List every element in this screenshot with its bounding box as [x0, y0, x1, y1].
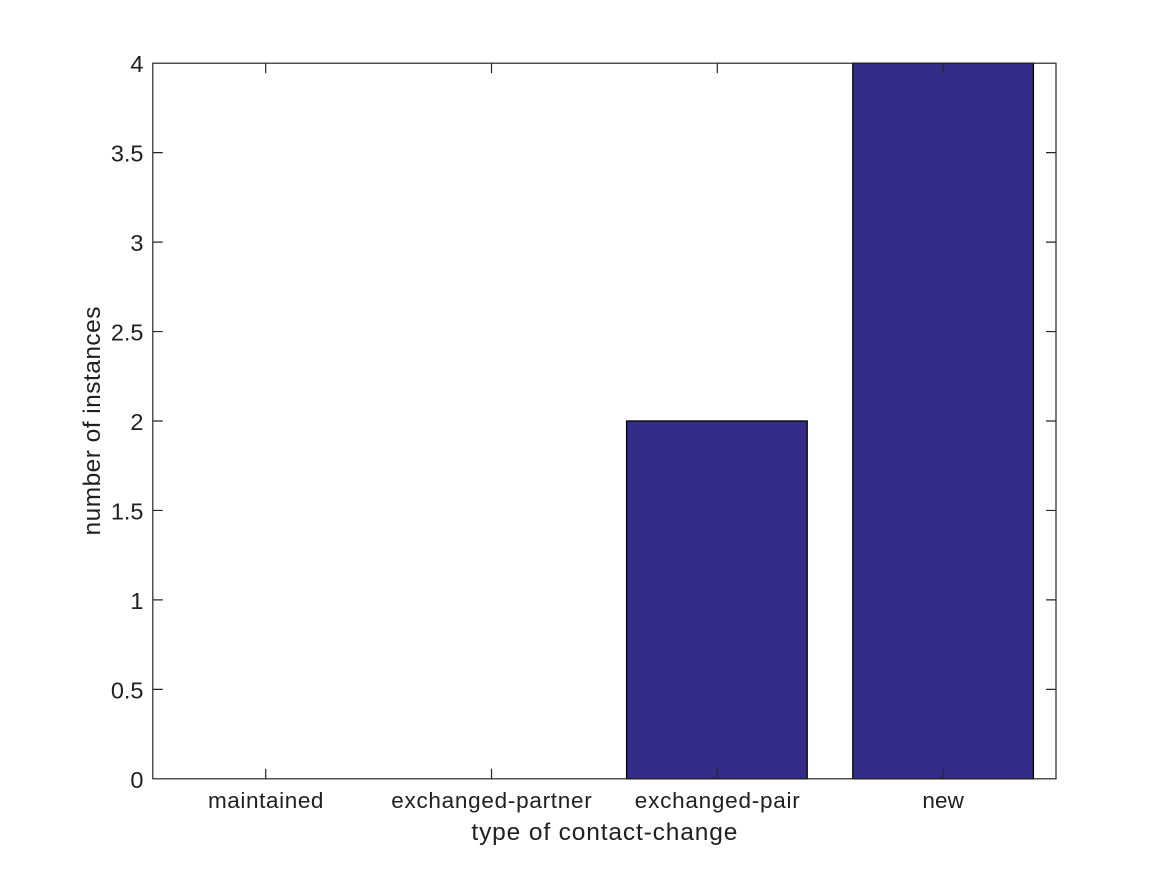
svg-text:type of contact-change: type of contact-change	[471, 819, 737, 846]
svg-text:number of instances: number of instances	[79, 307, 106, 536]
svg-text:exchanged-partner: exchanged-partner	[391, 788, 592, 813]
svg-text:exchanged-pair: exchanged-pair	[635, 788, 801, 813]
svg-text:4: 4	[130, 51, 143, 77]
svg-text:maintained: maintained	[208, 788, 324, 813]
svg-text:0: 0	[130, 767, 143, 793]
svg-text:2: 2	[130, 409, 143, 435]
svg-text:3: 3	[130, 230, 143, 256]
svg-text:1: 1	[130, 588, 143, 614]
svg-text:new: new	[922, 788, 964, 813]
svg-text:3.5: 3.5	[111, 141, 144, 167]
svg-text:0.5: 0.5	[111, 677, 144, 703]
svg-text:1.5: 1.5	[111, 499, 144, 525]
svg-text:2.5: 2.5	[111, 320, 144, 346]
